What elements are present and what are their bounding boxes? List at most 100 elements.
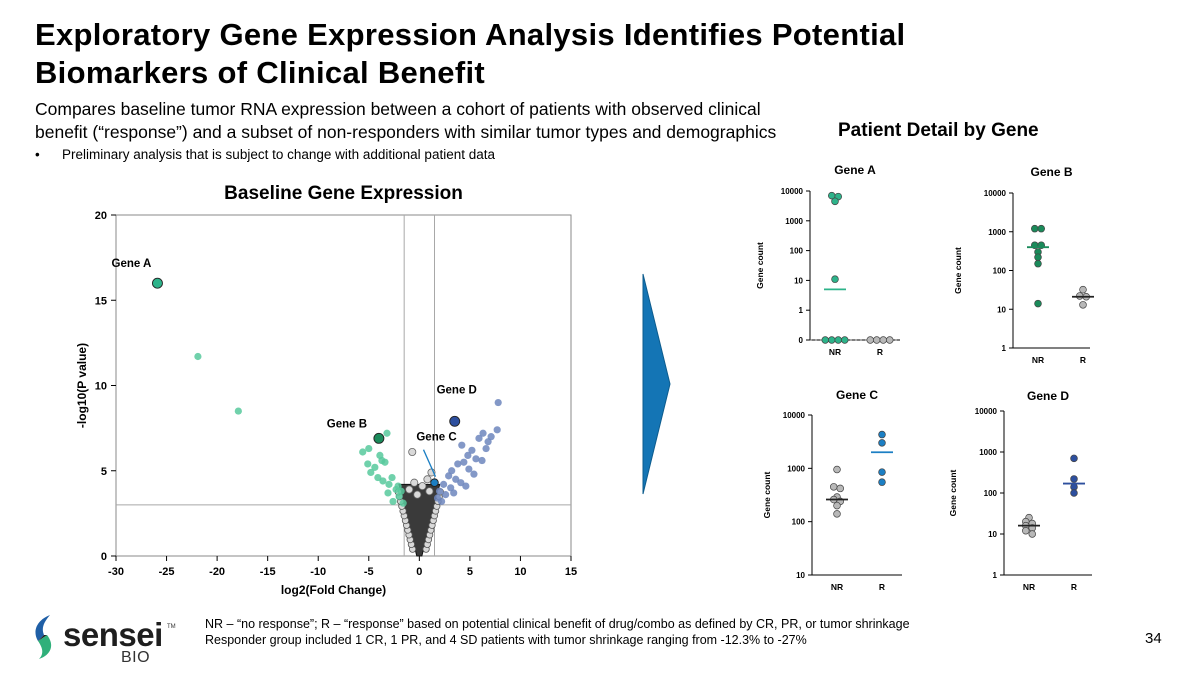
gene-d-category-label: R: [1071, 582, 1077, 592]
gene-b-point: [373, 432, 385, 444]
gene-point: [494, 398, 502, 407]
gene-c-y-axis-label: Gene count: [762, 471, 772, 518]
volcano-title: Baseline Gene Expression: [224, 183, 463, 204]
gene-a-dot-plot: Gene A 0 1 10 100 1000 10000 Gene count NR R: [755, 163, 900, 357]
gene-c-r-point: [878, 430, 886, 439]
logo-wordmark: sensei: [63, 616, 163, 653]
gene-point: [364, 460, 372, 468]
bullet-icon: •: [35, 147, 40, 162]
gene-b-r-point: [1079, 301, 1087, 309]
gene-point: [465, 465, 473, 473]
gene-d-y-tick-label: 10000: [975, 407, 998, 416]
gene-point: [399, 499, 407, 507]
gene-a-r-point: [886, 336, 894, 344]
x-tick-label: 0: [416, 566, 422, 578]
gene-c-y-tick-label: 10: [796, 571, 805, 580]
gene-point: [445, 472, 453, 480]
gene-b-nr-point: [1034, 259, 1042, 268]
gene-d-nr-point: [1021, 527, 1030, 535]
gene-a-y-tick-label: 10: [794, 276, 803, 285]
gene-c-nr-point: [836, 484, 844, 493]
gene-a-label: Gene A: [112, 258, 152, 270]
gene-b-nr-point: [1034, 299, 1042, 308]
gene-d-r-point: [1070, 454, 1078, 463]
gene-point: [452, 475, 460, 483]
gene-a-title: Gene A: [834, 163, 876, 177]
sensei-bio-logo: sensei TM BIO: [30, 612, 180, 667]
gene-c-dot-plot: Gene C 10 100 1000 10000 Gene count NR R: [762, 388, 902, 592]
arrow-shape: [642, 273, 671, 495]
gene-point: [383, 429, 391, 437]
volcano-chart: Baseline Gene Expression -30 -25 -20 -15 -10 -…: [75, 183, 577, 597]
gene-point: [457, 479, 465, 487]
gene-a-category-label: R: [877, 347, 883, 357]
gene-c-nr-point: [829, 483, 838, 491]
subtitle-line-1: Compares baseline tumor RNA expression b…: [35, 99, 761, 119]
arrow-chevron-icon: [642, 273, 671, 495]
gene-point: [410, 478, 419, 487]
gene-b-category-label: NR: [1032, 355, 1044, 365]
x-tick-label: -5: [364, 566, 374, 578]
gene-b-r-point: [1079, 285, 1087, 294]
footnote: NR – “no response”; R – “response” based…: [205, 616, 910, 648]
gene-c-nr-point: [833, 501, 841, 510]
x-tick-label: -25: [159, 566, 175, 578]
gene-d-y-axis-label: Gene count: [948, 469, 958, 516]
gene-b-nr-point: [1034, 253, 1042, 261]
gene-point: [475, 434, 483, 442]
gene-d-y-tick-label: 100: [984, 489, 998, 498]
gene-point: [464, 451, 472, 460]
gene-a-y-tick-label: 10000: [781, 187, 804, 196]
gene-d-dot-plot: Gene D 1 10 100 1000 10000 Gene count NR R: [948, 389, 1092, 592]
subtitle: Compares baseline tumor RNA expression b…: [35, 98, 795, 144]
subtitle-line-2: benefit (“response”) and a subset of non…: [35, 122, 777, 142]
gene-point: [437, 497, 446, 506]
gene-d-r-point: [1070, 475, 1078, 483]
gene-a-y-tick-label: 1: [799, 306, 804, 315]
gene-point: [405, 485, 414, 494]
gene-b-label: Gene B: [327, 418, 367, 430]
gene-point: [454, 460, 462, 468]
y-tick-label: 15: [95, 295, 107, 307]
gene-c-nr-point: [833, 510, 841, 518]
gene-d-label: Gene D: [437, 384, 477, 396]
x-tick-label: 5: [467, 566, 473, 578]
gene-point: [493, 426, 501, 434]
gene-point: [385, 480, 393, 488]
gene-point: [468, 446, 476, 454]
gene-c-y-tick-label: 100: [792, 518, 806, 527]
gene-a-y-axis-label: Gene count: [755, 242, 765, 289]
bullet-point: • Preliminary analysis that is subject to…: [35, 147, 495, 162]
footnote-line-1: NR – “no response”; R – “response” based…: [205, 617, 910, 631]
gene-b-y-tick-label: 10: [997, 305, 1006, 314]
page-number: 34: [1145, 630, 1162, 647]
gene-d-nr-point: [1028, 530, 1036, 538]
gene-a-nr-point: [831, 275, 839, 283]
gene-point: [470, 470, 478, 478]
gene-c-nr-point: [833, 465, 841, 474]
gene-point: [462, 482, 470, 490]
gene-point: [413, 490, 422, 499]
gene-a-nr-point: [821, 336, 829, 344]
y-tick-label: 0: [101, 551, 107, 563]
gene-point: [482, 444, 490, 453]
gene-c-category-label: R: [879, 582, 885, 592]
y-tick-label: 10: [95, 381, 107, 393]
x-tick-label: -30: [108, 566, 124, 578]
gene-c-point: [430, 478, 439, 487]
gene-a-r-point: [873, 336, 881, 344]
y-tick-label: 20: [95, 210, 107, 222]
x-tick-label: -10: [310, 566, 326, 578]
gene-d-y-tick-label: 1000: [979, 448, 997, 457]
gene-c-leader-line: [422, 449, 437, 477]
gene-point: [389, 497, 397, 506]
logo-bio: BIO: [121, 649, 151, 666]
gene-d-category-label: NR: [1023, 582, 1035, 592]
gene-a-category-label: NR: [829, 347, 841, 357]
x-tick-label: 10: [514, 566, 526, 578]
gene-point: [365, 444, 373, 453]
gene-point: [435, 487, 444, 495]
gene-point: [487, 433, 495, 441]
gene-point: [478, 456, 486, 465]
gene-a-y-tick-label: 1000: [785, 217, 803, 226]
